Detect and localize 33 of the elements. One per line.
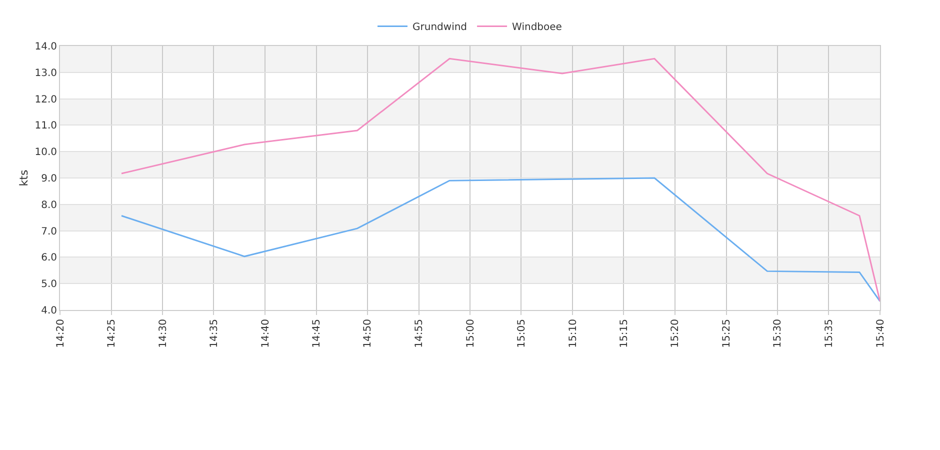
x-tick-label: 15:20 <box>670 319 682 348</box>
x-tick-label: 15:10 <box>568 319 579 348</box>
x-tick-label: 14:40 <box>260 319 272 348</box>
line-series <box>120 177 880 302</box>
x-tick-label: 14:25 <box>106 319 118 348</box>
x-tick-label: 15:30 <box>772 319 784 348</box>
x-tick-label: 15:35 <box>824 319 835 348</box>
x-tick-label: 14:20 <box>55 319 66 348</box>
x-tick-label: 14:50 <box>362 319 374 348</box>
y-tick-label: 14.0 <box>34 42 57 52</box>
x-tick-label: 15:15 <box>618 319 630 348</box>
y-tick-label: 13.0 <box>34 68 57 79</box>
y-tick-label: 12.0 <box>34 94 57 106</box>
x-tick-label: 14:55 <box>414 319 426 348</box>
x-tick-label: 15:00 <box>465 319 476 348</box>
y-tick-label: 8.0 <box>41 200 57 211</box>
x-tick-label: 15:40 <box>875 319 886 348</box>
y-tick-label: 9.0 <box>41 174 57 184</box>
y-tick-label: 6.0 <box>41 252 57 264</box>
y-tick-label: 4.0 <box>41 306 57 316</box>
y-axis-title: kts <box>17 170 30 186</box>
x-tick-label: 15:05 <box>516 319 528 348</box>
y-tick-label: 5.0 <box>41 279 57 290</box>
y-tick-label: 11.0 <box>34 120 57 132</box>
line-series <box>120 58 880 302</box>
legend-label: Windboee <box>512 22 562 34</box>
legend-label: Grundwind <box>412 22 468 34</box>
x-tick-label: 15:25 <box>722 319 733 348</box>
y-tick-label: 10.0 <box>34 147 57 158</box>
y-tick-label: 7.0 <box>41 226 57 238</box>
x-tick-label: 14:30 <box>158 319 169 348</box>
x-tick-label: 14:35 <box>208 319 220 348</box>
x-tick-label: 14:45 <box>312 319 323 348</box>
